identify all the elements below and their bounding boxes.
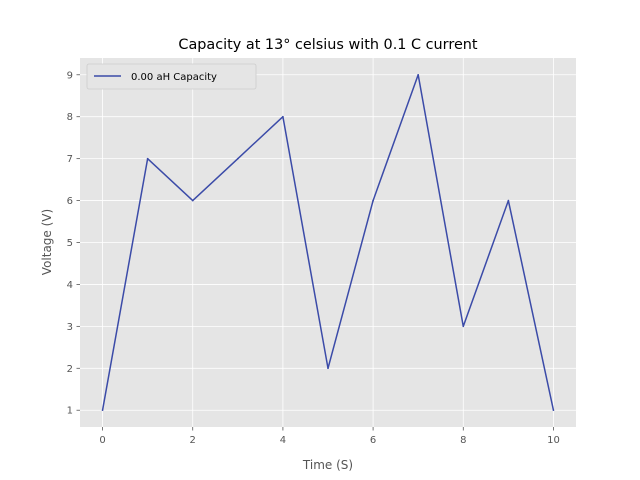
data-point [417,73,419,76]
y-tick-label: 5 [67,238,73,249]
data-point [237,157,239,160]
x-tick-label: 2 [190,435,196,446]
data-point [372,199,374,202]
y-tick-label: 3 [67,322,73,333]
legend-label: 0.00 aH Capacity [131,72,217,83]
x-axis-ticks: 0 2 4 6 8 10 [99,427,560,446]
data-point [327,367,329,370]
y-tick-label: 9 [67,70,73,81]
y-tick-label: 1 [67,406,73,417]
data-point [462,325,465,328]
y-axis-label: Voltage (V) [40,209,54,275]
x-tick-label: 4 [280,435,286,446]
legend: 0.00 aH Capacity [86,63,257,90]
legend-box [86,63,257,90]
y-axis-ticks: 1 2 3 4 5 6 7 8 9 [67,70,80,417]
data-point [507,199,510,202]
y-tick-label: 7 [67,154,73,165]
data-point [282,115,284,118]
data-point [191,199,194,202]
y-tick-label: 4 [67,280,73,291]
x-tick-label: 0 [99,435,105,446]
x-tick-label: 10 [547,435,560,446]
series-layer [101,73,555,412]
data-point [146,157,149,160]
chart-title: Capacity at 13° celsius with 0.1 C curre… [178,37,477,53]
data-point [101,409,104,412]
y-tick-label: 8 [67,112,73,123]
y-tick-label: 2 [67,364,73,375]
y-tick-label: 6 [67,196,73,207]
data-point [552,409,555,412]
x-tick-label: 6 [370,435,376,446]
x-axis-label: Time (S) [302,458,353,472]
x-tick-label: 8 [460,435,466,446]
